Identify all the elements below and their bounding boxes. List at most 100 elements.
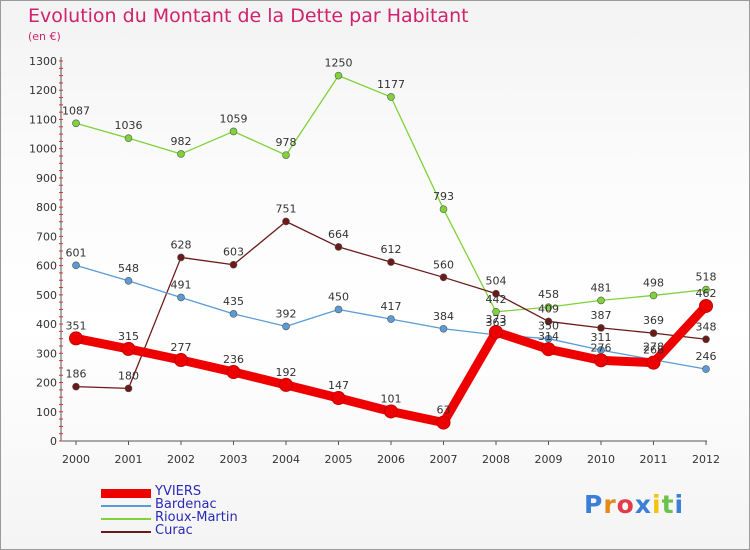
logo-letter: P — [584, 490, 604, 519]
data-label: 147 — [328, 379, 349, 392]
x-tick-label: 2001 — [115, 453, 143, 466]
logo-letter: i — [652, 490, 662, 519]
data-point — [492, 289, 500, 298]
line-chart: 0 100 200 300 400 500 600 700 800 900 1000 1100 1200… — [29, 55, 720, 466]
data-label: 384 — [433, 310, 454, 323]
data-label: 276 — [591, 341, 612, 354]
data-point — [282, 217, 290, 226]
data-label: 1177 — [377, 78, 405, 91]
data-point — [334, 71, 343, 80]
data-label: 350 — [538, 320, 559, 333]
data-point — [72, 382, 80, 391]
data-label: 268 — [643, 344, 664, 357]
data-label: 491 — [171, 278, 192, 291]
data-label: 982 — [171, 135, 192, 148]
x-tick-label: 2008 — [482, 453, 510, 466]
data-point — [699, 298, 713, 313]
data-label: 462 — [696, 287, 717, 300]
data-label: 392 — [276, 307, 297, 320]
data-label: 373 — [486, 313, 507, 326]
data-point — [544, 317, 553, 326]
y-tick-label: 600 — [36, 260, 57, 273]
data-point — [177, 253, 185, 262]
x-tick-label: 2003 — [220, 453, 248, 466]
y-tick-label: 400 — [36, 318, 57, 331]
legend-swatch — [101, 518, 151, 520]
data-label: 628 — [171, 238, 192, 251]
data-point — [331, 391, 346, 406]
data-label: 101 — [381, 392, 402, 405]
data-label: 518 — [696, 271, 717, 284]
x-tick-label: 2010 — [587, 453, 615, 466]
legend-label: Curac — [155, 523, 193, 538]
data-point — [72, 261, 80, 270]
data-point — [387, 258, 395, 266]
x-tick-label: 2002 — [167, 453, 195, 466]
data-point — [124, 277, 133, 285]
y-tick-label: 200 — [36, 377, 57, 390]
data-point — [226, 365, 241, 380]
x-tick-label: 2011 — [640, 453, 668, 466]
data-point — [334, 243, 343, 251]
logo-letter: i — [674, 490, 685, 519]
data-point — [489, 324, 503, 339]
data-label: 978 — [276, 136, 297, 149]
data-label: 236 — [223, 353, 244, 366]
data-point — [649, 329, 658, 337]
data-label: 1036 — [115, 119, 143, 132]
legend-swatch — [101, 531, 151, 533]
y-tick-label: 300 — [36, 347, 57, 360]
data-point — [597, 324, 605, 332]
y-tick-label: 800 — [36, 201, 57, 214]
data-point — [387, 93, 395, 101]
x-tick-label: 2005 — [325, 453, 353, 466]
data-label: 246 — [696, 350, 717, 363]
data-label: 277 — [171, 341, 192, 354]
legend-item: Rioux-Martin — [101, 510, 301, 525]
data-label: 387 — [591, 309, 612, 322]
data-point — [439, 205, 448, 214]
y-tick-label: 100 — [36, 406, 57, 419]
data-label: 1059 — [220, 112, 248, 125]
y-tick-label: 900 — [36, 172, 57, 185]
data-label: 504 — [486, 275, 507, 288]
data-label: 363 — [486, 316, 507, 329]
data-point — [174, 353, 188, 368]
y-tick-label: 1300 — [29, 55, 57, 68]
data-label: 417 — [381, 300, 402, 313]
data-point — [544, 303, 553, 311]
data-point — [649, 291, 658, 300]
data-label: 1250 — [325, 57, 353, 70]
data-point — [229, 260, 238, 269]
data-point — [229, 127, 238, 136]
data-point — [279, 377, 293, 392]
data-label: 351 — [66, 319, 87, 332]
data-point — [702, 285, 710, 294]
data-point — [594, 353, 608, 368]
chart-subtitle: (en €) — [28, 30, 61, 43]
data-label: 314 — [538, 330, 559, 343]
data-label: 435 — [223, 295, 244, 308]
data-label: 192 — [276, 366, 297, 379]
data-point — [124, 384, 133, 393]
y-tick-label: 700 — [36, 230, 57, 243]
legend-item: Curac — [101, 523, 301, 538]
legend-swatch — [101, 505, 151, 507]
y-tick-label: 0 — [50, 435, 57, 448]
legend-label: Rioux-Martin — [155, 510, 238, 525]
data-label: 348 — [696, 320, 717, 333]
data-label: 315 — [118, 330, 139, 343]
data-label: 278 — [643, 341, 664, 354]
data-label: 612 — [381, 243, 402, 256]
data-label: 560 — [433, 258, 454, 271]
data-label: 751 — [276, 202, 297, 215]
chart-title: Evolution du Montant de la Dette par Hab… — [28, 5, 469, 27]
x-tick-label: 2006 — [377, 453, 405, 466]
data-point — [387, 315, 395, 323]
legend-item: YVIERS — [101, 484, 301, 499]
data-label: 458 — [538, 288, 559, 301]
data-point — [121, 341, 136, 356]
data-label: 180 — [118, 369, 139, 382]
data-label: 369 — [643, 314, 664, 327]
